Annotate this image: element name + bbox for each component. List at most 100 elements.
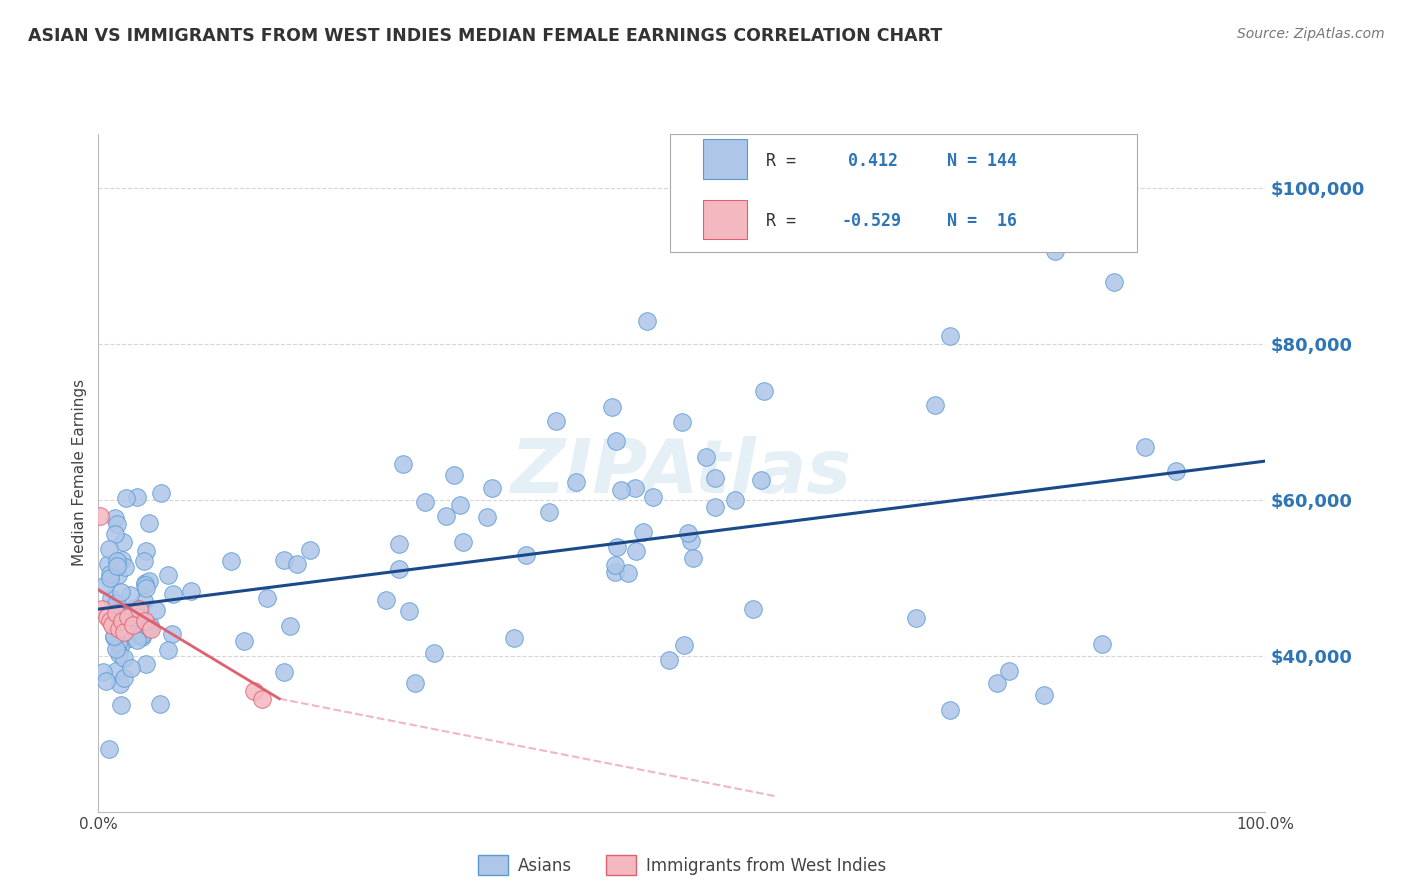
Point <box>94 673 117 688</box>
Point <box>658 652 681 666</box>
Point <box>609 483 631 497</box>
Point <box>751 473 773 487</box>
Point <box>105 664 128 678</box>
Point <box>111 553 134 567</box>
Point <box>110 640 132 654</box>
Point <box>134 615 156 630</box>
Point <box>232 634 254 648</box>
Point <box>606 540 628 554</box>
Point <box>105 517 128 532</box>
Point <box>91 665 114 679</box>
Point <box>1133 440 1156 454</box>
Point <box>156 643 179 657</box>
Point <box>101 617 124 632</box>
Point <box>124 622 146 636</box>
Point <box>112 651 135 665</box>
Point <box>939 329 962 343</box>
Point <box>89 508 111 523</box>
Point <box>724 492 747 507</box>
Point <box>134 576 156 591</box>
Point <box>100 591 122 606</box>
Point <box>503 632 526 646</box>
Point <box>565 475 588 489</box>
Point <box>605 558 627 572</box>
Point <box>695 450 717 464</box>
Point <box>135 657 157 672</box>
Point <box>157 568 180 582</box>
Point <box>105 554 128 568</box>
Point <box>374 592 396 607</box>
Point <box>125 610 148 624</box>
Point <box>880 212 903 227</box>
Point <box>149 486 172 500</box>
Point <box>108 622 131 636</box>
Point <box>112 535 135 549</box>
Point <box>138 574 160 588</box>
Point <box>118 588 141 602</box>
Point <box>112 672 135 686</box>
Point <box>132 554 155 568</box>
Point <box>273 665 295 679</box>
Text: -0.529: -0.529 <box>842 212 901 230</box>
Text: N = 144: N = 144 <box>946 152 1017 169</box>
Y-axis label: Median Female Earnings: Median Female Earnings <box>72 379 87 566</box>
Point <box>134 578 156 592</box>
Point <box>398 603 420 617</box>
Text: R =: R = <box>766 212 806 230</box>
FancyBboxPatch shape <box>703 200 747 239</box>
Point <box>676 526 699 541</box>
Point <box>681 533 703 548</box>
Point <box>122 617 145 632</box>
Text: ZIPAtlas: ZIPAtlas <box>512 436 852 509</box>
Text: N =  16: N = 16 <box>946 212 1017 230</box>
Point <box>104 606 127 620</box>
Point <box>104 642 127 657</box>
Point <box>180 584 202 599</box>
Point <box>636 314 658 328</box>
Point <box>135 581 157 595</box>
Point <box>110 585 132 599</box>
Point <box>904 611 927 625</box>
Point <box>135 544 157 558</box>
Point <box>117 610 139 624</box>
Point <box>112 625 135 640</box>
Point <box>997 665 1019 679</box>
Point <box>671 415 693 429</box>
Point <box>285 557 308 571</box>
Text: Source: ZipAtlas.com: Source: ZipAtlas.com <box>1237 27 1385 41</box>
Point <box>299 543 322 558</box>
Point <box>114 559 136 574</box>
Point <box>132 594 155 608</box>
Point <box>97 742 120 756</box>
Point <box>704 470 727 484</box>
Point <box>107 567 129 582</box>
Point <box>134 614 156 628</box>
Point <box>145 603 167 617</box>
Point <box>117 632 139 646</box>
Text: ASIAN VS IMMIGRANTS FROM WEST INDIES MEDIAN FEMALE EARNINGS CORRELATION CHART: ASIAN VS IMMIGRANTS FROM WEST INDIES MED… <box>28 27 942 45</box>
Point <box>98 571 121 585</box>
Point <box>392 457 415 471</box>
Point <box>104 510 127 524</box>
Point <box>481 481 503 495</box>
Point <box>108 676 131 690</box>
Point <box>1045 244 1067 258</box>
Point <box>537 505 560 519</box>
Point <box>97 541 120 556</box>
Point <box>105 599 128 614</box>
Point <box>643 491 665 505</box>
Point <box>105 597 128 611</box>
Point <box>1102 275 1125 289</box>
Point <box>273 553 295 567</box>
Point <box>605 434 627 448</box>
Point <box>443 467 465 482</box>
Point <box>131 628 153 642</box>
Point <box>624 544 647 558</box>
Point <box>250 691 273 706</box>
Point <box>138 516 160 530</box>
Point <box>112 609 135 624</box>
Point <box>108 647 131 661</box>
Point <box>139 618 162 632</box>
Point <box>104 624 127 638</box>
Text: 0.412: 0.412 <box>848 152 897 169</box>
